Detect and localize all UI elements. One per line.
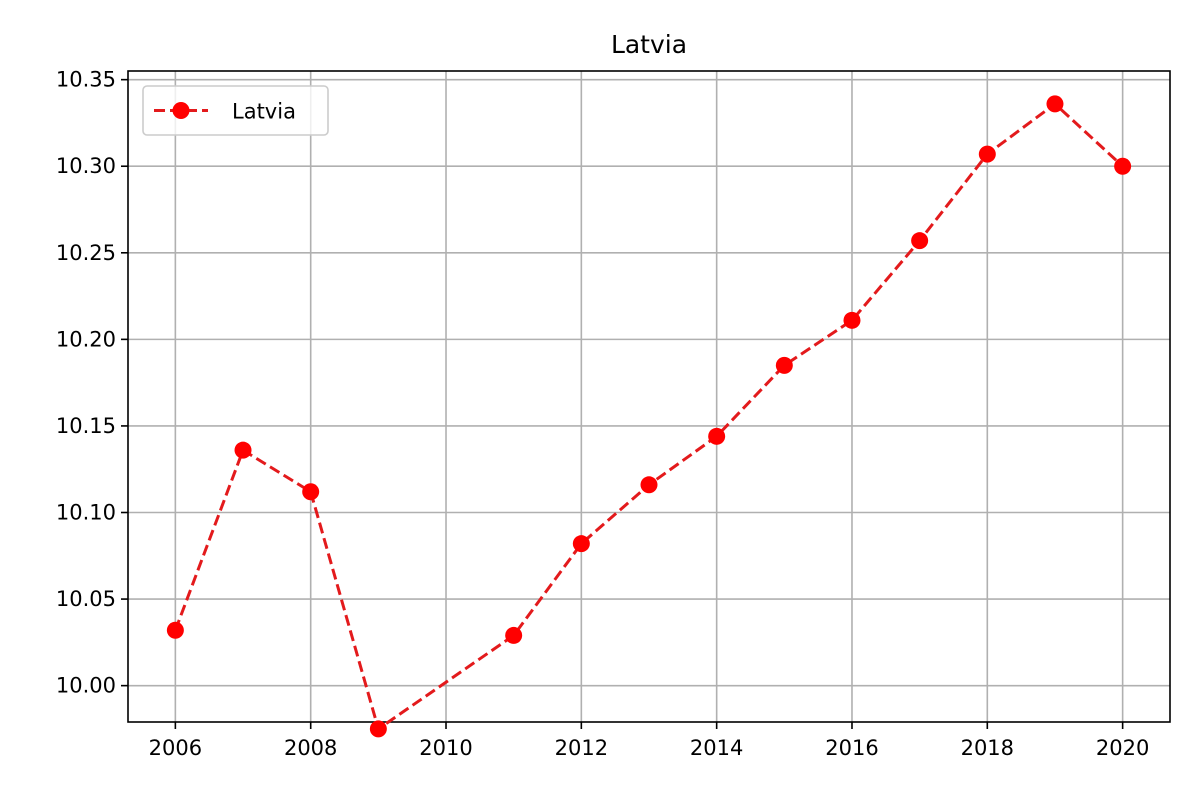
data-point <box>369 720 387 738</box>
x-tick-label: 2008 <box>284 736 337 760</box>
data-point <box>234 441 252 459</box>
legend-label: Latvia <box>232 100 296 124</box>
data-point <box>505 626 523 644</box>
data-point <box>640 476 658 494</box>
data-point <box>708 427 726 445</box>
axes: 2006 2008 2010 2012 2014 2016 2018 2020 10.00 10.… <box>56 68 1171 760</box>
data-point <box>572 535 590 553</box>
data-point <box>843 311 861 329</box>
data-point <box>1114 157 1132 175</box>
data-point <box>166 621 184 639</box>
y-tick-label: 10.20 <box>56 327 116 351</box>
data-point <box>775 356 793 374</box>
data-point <box>978 145 996 163</box>
data-point <box>911 232 929 250</box>
chart-title: Latvia <box>611 30 687 59</box>
x-tick-label: 2006 <box>149 736 202 760</box>
x-tick-label: 2012 <box>555 736 608 760</box>
series-line-latvia <box>173 101 1124 732</box>
y-tick-label: 10.25 <box>56 241 116 265</box>
legend-marker <box>172 102 190 119</box>
y-tick-label: 10.00 <box>56 674 116 698</box>
x-tick-label: 2016 <box>825 736 878 760</box>
y-tick-label: 10.10 <box>56 501 116 525</box>
y-tick-label: 10.35 <box>56 68 116 92</box>
data-point <box>1046 95 1064 113</box>
data-point <box>302 483 320 501</box>
y-tick-label: 10.05 <box>56 587 116 611</box>
x-tick-label: 2014 <box>690 736 743 760</box>
plot-frame <box>127 70 1171 723</box>
y-tick-label: 10.15 <box>56 414 116 438</box>
x-tick-label: 2020 <box>1096 736 1149 760</box>
x-tick-label: 2018 <box>961 736 1014 760</box>
legend-box <box>142 85 329 136</box>
x-tick-label: 2010 <box>419 736 472 760</box>
series-layer <box>166 95 1132 738</box>
grid-lines <box>128 71 1170 722</box>
y-tick-label: 10.30 <box>56 154 116 178</box>
legend: Latvia <box>142 85 329 136</box>
